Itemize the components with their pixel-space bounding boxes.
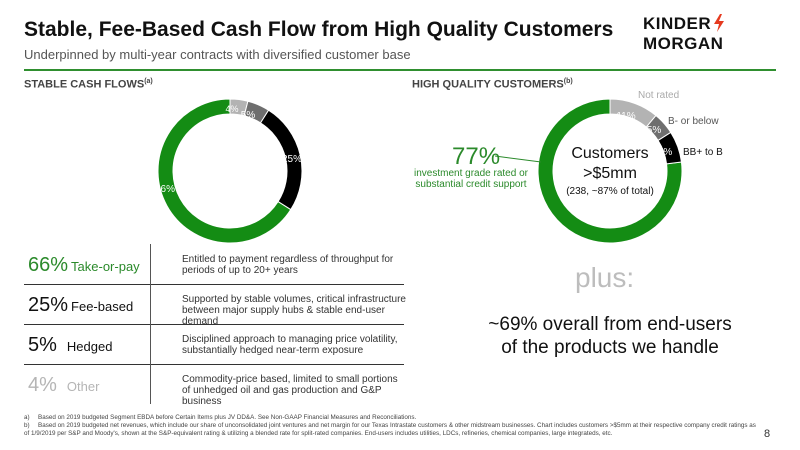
donut-slice-label: 66% [155, 184, 175, 195]
donut-center-count: (238, ~87% of total) [566, 186, 654, 197]
callout-leader-line [495, 155, 542, 163]
not-rated-label: Not rated [638, 90, 680, 101]
customer-quality-donut-chart: 11% 5% 7% [537, 98, 683, 244]
plus-text: plus: [575, 262, 635, 293]
donut-slice-label: 5% [647, 125, 662, 136]
end-user-line-1: ~69% overall from end-users [488, 314, 732, 335]
donut-slice [157, 98, 292, 244]
stable-cash-flows-heading: STABLE CASH FLOWS(a) [24, 78, 153, 91]
row-description: Disciplined approach to managing price v… [182, 334, 398, 356]
row-label: 5% Hedged [28, 334, 113, 356]
page-subtitle: Underpinned by multi-year contracts with… [24, 47, 411, 62]
investment-grade-caption: investment grade rated or substantial cr… [414, 168, 528, 190]
logo-word-left: KINDER [643, 14, 712, 33]
donut-slice [537, 98, 683, 244]
row-label: 25% Fee-based [28, 294, 134, 316]
logo-bolt-icon [714, 14, 725, 32]
row-label: 4% Other [28, 374, 100, 396]
logo-word-right: MORGAN [643, 34, 724, 53]
donut-slice [657, 131, 682, 165]
donut-slice-label: 7% [658, 147, 673, 158]
footnote-a: a) Based on 2019 budgeted Segment EBDA be… [24, 414, 417, 421]
donut-slice-label: 4% [225, 104, 238, 114]
donut-slice [259, 109, 303, 211]
table-row: 5% Hedged Disciplined approach to managin… [24, 324, 404, 365]
end-user-line-2: of the products we handle [501, 337, 719, 358]
table-divider [150, 244, 151, 404]
donut-center-amount: >$5mm [583, 165, 637, 182]
page-number: 8 [764, 428, 771, 440]
high-quality-customers-heading: HIGH QUALITY CUSTOMERS(b) [412, 78, 573, 91]
donut-slice-label: 25% [282, 154, 302, 165]
row-description: Supported by stable volumes, critical in… [182, 294, 406, 327]
investment-grade-percent: 77% [452, 143, 501, 170]
row-label: 66% Take-or-pay [28, 254, 140, 276]
row-description: Commodity-price based, limited to small … [182, 374, 398, 407]
table-row: 4% Other Commodity-price based, limited t… [24, 364, 404, 407]
donut-slice-label: 11% [616, 111, 635, 122]
company-logo: KINDERMORGAN [643, 14, 800, 54]
row-description: Entitled to payment regardless of throug… [182, 254, 394, 276]
header-divider [24, 69, 776, 71]
donut-center-title: Customers [571, 145, 649, 162]
table-row: 66% Take-or-pay Entitled to payment regar… [24, 244, 404, 285]
page-title: Stable, Fee-Based Cash Flow from High Qu… [24, 18, 614, 41]
bb-plus-label: BB+ to B [683, 147, 723, 158]
cash-flow-donut-chart: 66% 4%5% 25% [155, 98, 303, 244]
donut-slice-label: 5% [241, 110, 256, 121]
table-row: 25% Fee-based Supported by stable volumes… [24, 284, 406, 327]
b-minus-label: B- or below [668, 116, 719, 127]
footnote-b: b) Based on 2019 budgeted net revenues, w… [24, 422, 756, 437]
